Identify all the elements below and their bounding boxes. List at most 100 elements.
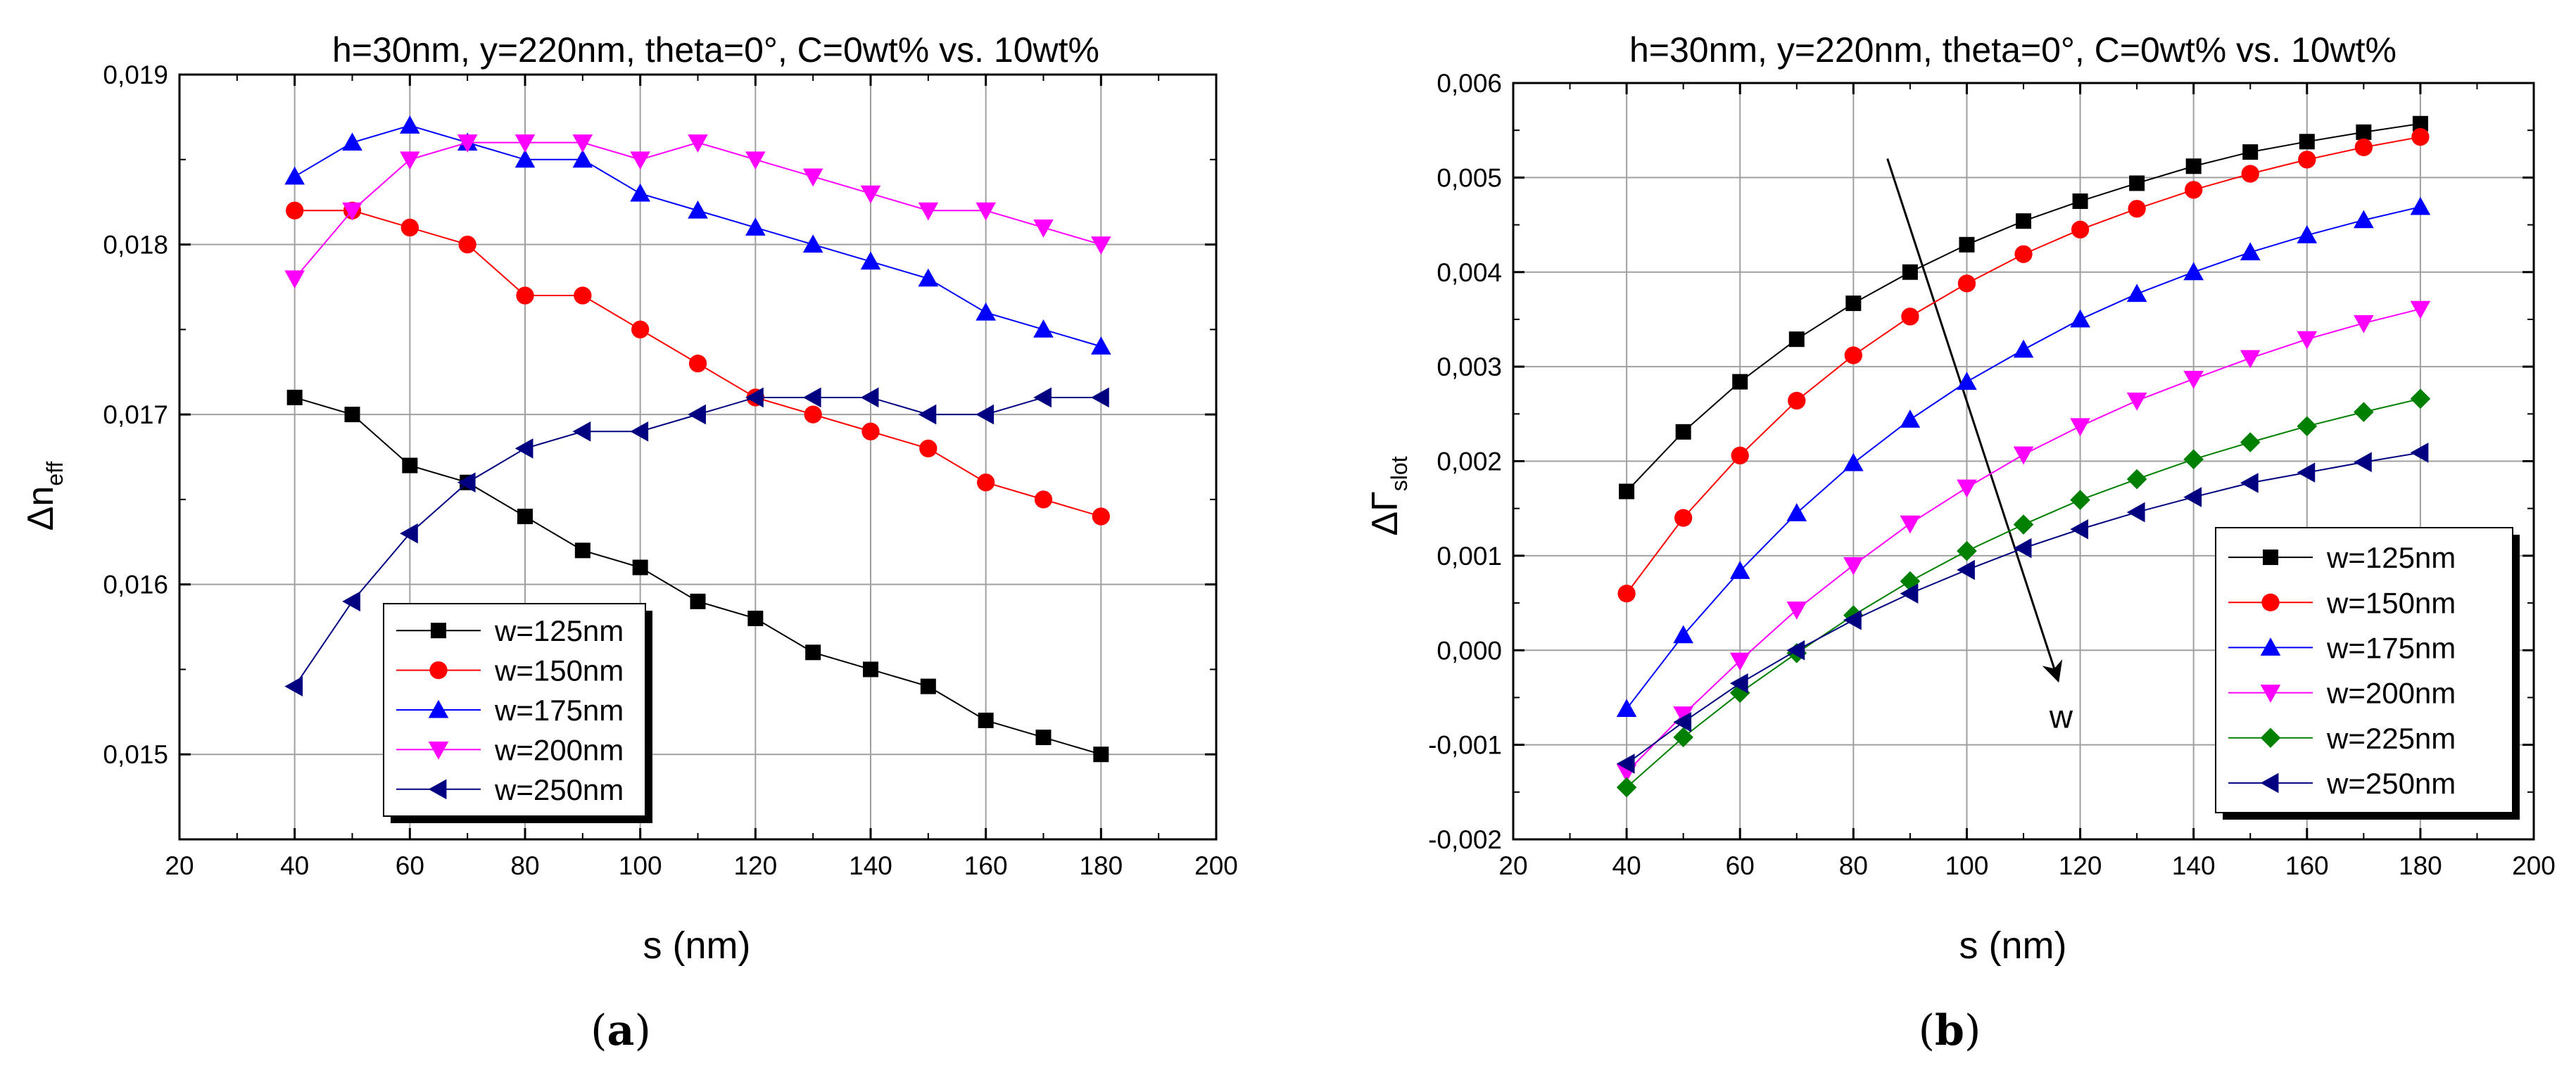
chart-b-point-w=250nm [2240, 473, 2259, 493]
chart-b-point-w=200nm [1843, 557, 1864, 576]
chart-b-ytick-label: 0,000 [1437, 636, 1502, 665]
chart-b-xtick-label: 100 [1945, 851, 1989, 880]
chart-b-point-w=150nm [1901, 307, 1919, 326]
chart-b-ytick-label: 0,005 [1437, 163, 1502, 192]
chart-b-point-w=125nm [1619, 483, 1635, 500]
chart-b-point-w=250nm [2013, 538, 2032, 559]
chart-b-point-w=150nm [2185, 181, 2203, 199]
chart-b-legend-label: w=125nm [2326, 541, 2456, 574]
chart-a-point-w=150nm [574, 286, 592, 305]
chart-a-xtick-label: 100 [619, 851, 662, 880]
chart-b-point-w=150nm [1731, 446, 1749, 465]
chart-a-point-w=250nm [1033, 387, 1052, 408]
chart-b-point-w=175nm [2070, 309, 2090, 328]
chart-a-point-w=250nm [342, 591, 360, 612]
chart-b-point-w=125nm [1902, 264, 1918, 280]
chart-a-point-w=150nm [1092, 507, 1110, 526]
chart-a-legend-entry: w=175nm [396, 694, 624, 727]
chart-b-legend: w=125nm w=150nm w=175nm w=200nm w=225nm w=250… [2215, 527, 2520, 820]
chart-b-legend-marker [2260, 637, 2281, 656]
chart-b-point-w=150nm [2241, 165, 2259, 183]
chart-b-point-w=150nm [1788, 391, 1806, 410]
chart-b-point-w=175nm [1957, 371, 1977, 390]
chart-a-legend-entry: w=200nm [396, 733, 624, 766]
chart-a-point-w=125nm [863, 661, 878, 678]
chart-b-series-w=200nm [1616, 300, 2431, 782]
chart-b-point-w=250nm [1673, 712, 1692, 732]
chart-b-point-w=250nm [2070, 519, 2088, 540]
chart-a-point-w=150nm [286, 201, 304, 220]
chart-a-point-w=250nm [745, 387, 764, 408]
chart-b-point-w=125nm [1845, 295, 1862, 312]
chart-a-legend-label: w=175nm [494, 694, 624, 727]
chart-a-point-w=200nm [400, 151, 420, 170]
chart-a-point-w=150nm [631, 320, 650, 338]
chart-b-point-w=250nm [1786, 640, 1805, 661]
chart-b-legend-label: w=250nm [2326, 767, 2456, 800]
chart-a-point-w=125nm [920, 678, 936, 694]
chart-a-point-w=175nm [1091, 336, 1111, 355]
chart-b-point-w=175nm [1616, 699, 1637, 718]
chart-a-point-w=250nm [400, 523, 418, 544]
chart-a-xtick-label: 20 [165, 851, 194, 880]
chart-a-legend-label: w=150nm [494, 654, 624, 687]
chart-a-xtick-label: 60 [396, 851, 424, 880]
chart-b-point-w=250nm [1843, 609, 1862, 630]
chart-b-legend-marker [2260, 727, 2281, 749]
chart-a-point-w=200nm [918, 202, 939, 221]
chart-a-point-w=125nm [632, 559, 648, 576]
chart-b-point-w=125nm [2185, 158, 2202, 174]
chart-b-ytick-label: -0,001 [1428, 731, 1502, 760]
chart-b-point-w=200nm [2240, 350, 2261, 369]
chart-b-xtick-label: 120 [2059, 851, 2102, 880]
chart-b-legend-marker [2260, 773, 2279, 794]
chart-a-point-w=200nm [802, 168, 823, 187]
chart-b-point-w=150nm [2298, 151, 2316, 169]
chart-b-point-w=175nm [2354, 210, 2374, 229]
chart-a-point-w=125nm [978, 712, 994, 728]
chart-b-point-w=225nm [2297, 416, 2318, 437]
chart-a-point-w=150nm [804, 405, 822, 424]
chart-b-point-w=175nm [2126, 284, 2147, 303]
chart-b-point-w=250nm [2183, 487, 2202, 507]
chart-a-title: h=30nm, y=220nm, theta=0°, C=0wt% vs. 10… [332, 30, 1099, 70]
chart-a-point-w=250nm [918, 404, 937, 425]
chart-b-point-w=200nm [2013, 446, 2034, 465]
chart-b-point-w=150nm [2411, 127, 2430, 146]
chart-a-point-w=200nm [976, 202, 996, 221]
chart-b-point-w=175nm [1900, 409, 1921, 428]
chart-b-xtick-label: 140 [2172, 851, 2216, 880]
chart-a-point-w=150nm [861, 422, 880, 440]
chart-a-point-w=200nm [572, 134, 593, 153]
chart-b-legend-label: w=200nm [2326, 677, 2456, 710]
chart-a-point-w=200nm [1091, 236, 1111, 255]
chart-b-point-w=225nm [1957, 540, 1977, 561]
chart-a-point-w=150nm [919, 439, 937, 458]
chart-b-point-w=250nm [1900, 583, 1919, 604]
chart-a-ytick-label: 0,018 [103, 231, 168, 260]
chart-a-point-w=175nm [1033, 319, 1054, 338]
chart-b-ylabel-sub: slot [1387, 456, 1412, 491]
chart-b-legend-marker [2261, 593, 2280, 611]
panel-label-a-letter: a [607, 1006, 635, 1055]
chart-b-point-w=125nm [2129, 175, 2145, 191]
chart-a-point-w=250nm [284, 676, 303, 697]
chart-b-series-w=125nm [1619, 115, 2428, 500]
chart-a-point-w=175nm [976, 302, 996, 321]
chart-b-point-w=200nm [1900, 515, 1921, 534]
chart-a-legend-marker [428, 779, 447, 800]
chart-a-series-w=125nm [286, 389, 1109, 763]
chart-b-point-w=125nm [2072, 193, 2088, 209]
chart-a-xtick-label: 180 [1079, 851, 1123, 880]
chart-a-series-w=250nm [284, 387, 1109, 697]
chart-a-point-w=125nm [1093, 746, 1109, 763]
chart-a-point-w=200nm [284, 270, 305, 289]
chart-b-ytick-label: 0,001 [1437, 542, 1502, 571]
chart-b-point-w=200nm [2126, 393, 2147, 411]
chart-b-legend-label: w=150nm [2326, 586, 2456, 619]
chart-b-point-w=125nm [2299, 134, 2315, 150]
chart-a-xtick-label: 80 [510, 851, 539, 880]
chart-b-point-w=250nm [2410, 443, 2429, 463]
